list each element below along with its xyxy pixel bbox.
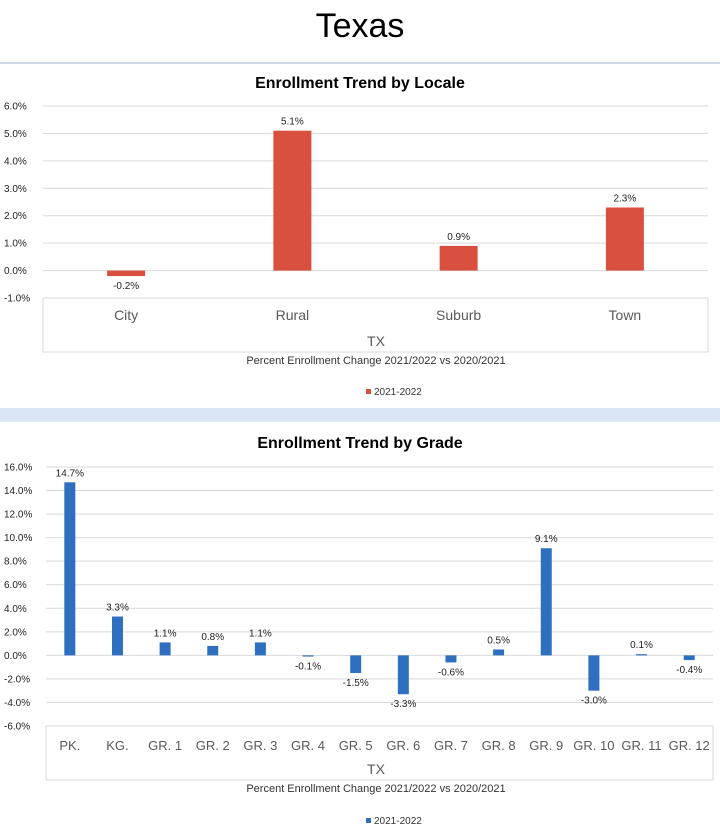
category-label: GR. 4	[291, 738, 325, 753]
data-label: -0.4%	[676, 665, 702, 676]
y-tick-label: 3.0%	[4, 184, 27, 195]
data-label: 2.3%	[613, 193, 636, 204]
y-tick-label: 8.0%	[4, 557, 27, 568]
bar	[302, 655, 314, 657]
x-axis-title: Percent Enrollment Change 2021/2022 vs 2…	[246, 355, 505, 367]
y-tick-label: 2.0%	[4, 211, 27, 222]
y-tick-label: 12.0%	[4, 510, 32, 521]
category-label: PK.	[59, 738, 80, 753]
bar	[683, 655, 695, 661]
locale-chart: Enrollment Trend by Locale 6.0% 5.0% 4.0% 3.…	[4, 75, 709, 398]
data-label: -0.1%	[295, 662, 321, 673]
legend-label: 2021-2022	[374, 387, 422, 398]
bar	[273, 130, 312, 271]
data-label: 5.1%	[281, 117, 304, 128]
category-label: Town	[609, 307, 642, 323]
data-label: -1.5%	[343, 678, 369, 689]
y-tick-label: 16.0%	[4, 463, 32, 474]
bar	[439, 245, 478, 271]
bar	[111, 616, 123, 656]
bar	[350, 655, 362, 674]
data-label: -3.3%	[390, 699, 416, 710]
group-label: TX	[367, 761, 386, 777]
y-tick-label: 0.0%	[4, 651, 27, 662]
bar	[636, 654, 648, 656]
data-label: 14.7%	[56, 468, 84, 479]
category-label: GR. 11	[621, 738, 661, 753]
y-tick-label: 14.0%	[4, 486, 32, 497]
legend-swatch	[366, 818, 371, 823]
group-label: TX	[367, 333, 386, 349]
grade-chart: Enrollment Trend by Grade 16.0% 14.0% 12.0%…	[4, 435, 714, 827]
bar	[64, 482, 76, 656]
category-label: Rural	[276, 307, 309, 323]
data-label: -3.0%	[581, 696, 607, 707]
y-tick-label: -6.0%	[4, 722, 30, 733]
data-label: 0.9%	[447, 232, 470, 243]
category-label: GR. 9	[529, 738, 563, 753]
category-label: GR. 5	[339, 738, 373, 753]
data-label: 0.1%	[630, 640, 653, 651]
y-tick-label: 10.0%	[4, 533, 32, 544]
data-label: 0.8%	[201, 632, 224, 643]
bar	[159, 642, 171, 656]
category-label: GR. 1	[148, 738, 182, 753]
bar	[397, 655, 409, 695]
data-label: 1.1%	[249, 628, 272, 639]
bar	[540, 548, 552, 656]
category-label: GR. 2	[196, 738, 230, 753]
y-tick-label: 4.0%	[4, 604, 27, 615]
y-tick-label: -2.0%	[4, 674, 30, 685]
category-label: GR. 3	[243, 738, 277, 753]
top-divider	[0, 62, 720, 64]
category-label: KG.	[106, 738, 128, 753]
bar	[107, 270, 146, 277]
y-tick-label: -1.0%	[4, 294, 30, 305]
data-label: 3.3%	[106, 603, 129, 614]
category-label: GR. 7	[434, 738, 468, 753]
x-axis-title: Percent Enrollment Change 2021/2022 vs 2…	[246, 783, 505, 795]
bar	[493, 649, 505, 656]
category-label: Suburb	[436, 307, 481, 323]
legend-label: 2021-2022	[374, 816, 422, 827]
y-tick-label: 6.0%	[4, 580, 27, 591]
chart-title: Enrollment Trend by Grade	[257, 435, 462, 452]
category-label: GR. 10	[573, 738, 614, 753]
category-label: GR. 12	[669, 738, 710, 753]
data-label: 1.1%	[154, 628, 177, 639]
y-tick-label: 0.0%	[4, 266, 27, 277]
y-tick-label: 4.0%	[4, 156, 27, 167]
category-label: GR. 6	[386, 738, 420, 753]
data-label: 9.1%	[535, 534, 558, 545]
bar	[254, 642, 266, 656]
section-divider	[0, 408, 720, 422]
bar	[207, 645, 219, 656]
bar	[588, 655, 600, 691]
y-tick-label: 1.0%	[4, 239, 27, 250]
chart-title: Enrollment Trend by Locale	[255, 75, 465, 92]
y-tick-label: 6.0%	[4, 102, 27, 113]
category-label: GR. 8	[482, 738, 516, 753]
data-label: -0.2%	[113, 281, 139, 292]
y-tick-label: 5.0%	[4, 129, 27, 140]
data-label: -0.6%	[438, 667, 464, 678]
category-label: City	[114, 307, 138, 323]
y-tick-label: -4.0%	[4, 698, 30, 709]
bar	[605, 207, 644, 271]
y-tick-label: 2.0%	[4, 627, 27, 638]
legend-swatch	[366, 389, 371, 394]
data-label: 0.5%	[487, 635, 510, 646]
page-title: Texas	[315, 7, 405, 45]
bar	[445, 655, 457, 663]
